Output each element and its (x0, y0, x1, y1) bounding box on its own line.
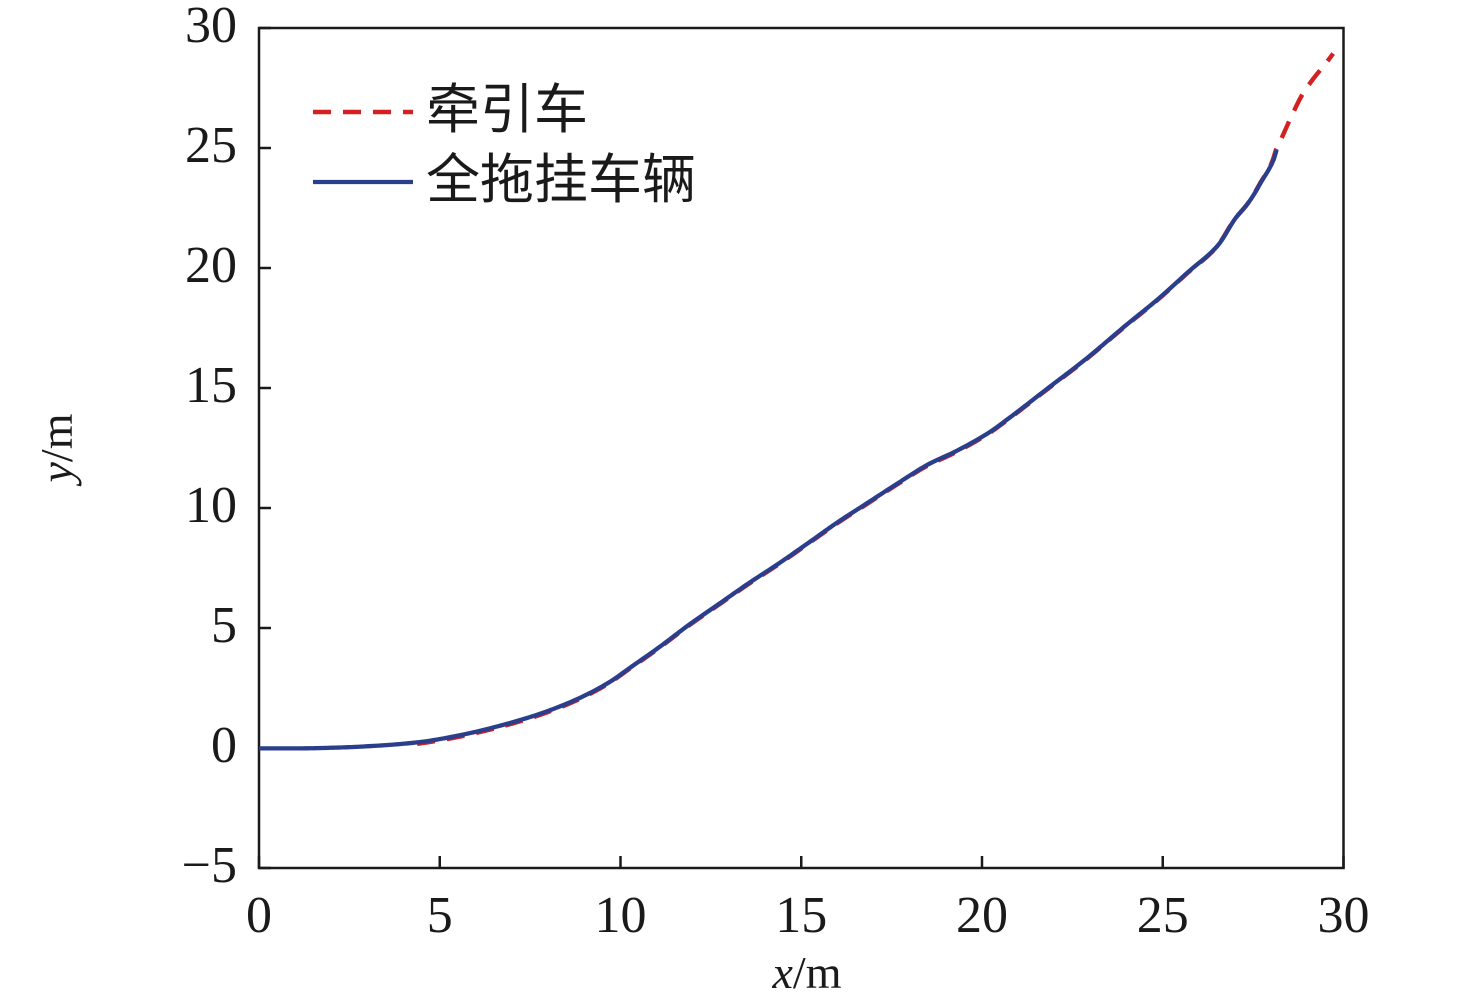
svg-text:10: 10 (595, 887, 647, 944)
svg-text:30: 30 (1318, 887, 1370, 944)
svg-text:20: 20 (185, 237, 237, 294)
svg-text:20: 20 (956, 887, 1008, 944)
svg-text:30: 30 (185, 0, 237, 54)
svg-text:10: 10 (185, 477, 237, 534)
svg-text:−5: −5 (182, 837, 237, 894)
svg-text:0: 0 (246, 887, 272, 944)
svg-text:牵引车: 牵引车 (426, 80, 588, 140)
svg-text:25: 25 (185, 117, 237, 174)
svg-text:5: 5 (427, 887, 453, 944)
svg-text:15: 15 (775, 887, 827, 944)
svg-text:15: 15 (185, 357, 237, 414)
svg-text:y/m: y/m (31, 413, 82, 486)
svg-text:0: 0 (211, 717, 237, 774)
svg-text:全拖挂车辆: 全拖挂车辆 (426, 150, 696, 210)
svg-text:x/m: x/m (772, 947, 842, 998)
svg-text:5: 5 (211, 597, 237, 654)
svg-text:25: 25 (1137, 887, 1189, 944)
